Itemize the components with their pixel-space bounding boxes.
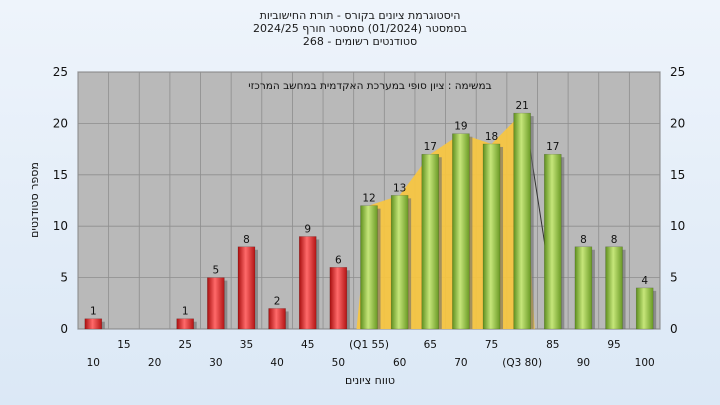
- x-tick-80: (Q3 80): [502, 357, 542, 369]
- bar-80: [513, 112, 531, 330]
- x-tick-15: 15: [117, 339, 130, 351]
- x-tick-25: 25: [179, 339, 192, 351]
- x-tick-65: 65: [424, 339, 437, 351]
- bar-55: [360, 205, 378, 330]
- value-label-10: 1: [90, 306, 97, 318]
- chart-subtitle: במשימה : ציון סופי במערכת האקדמית במחשב …: [248, 80, 491, 92]
- value-label-70: 19: [454, 121, 467, 133]
- value-label-25: 1: [182, 306, 189, 318]
- bar-45: [298, 236, 317, 330]
- bar-50: [329, 267, 348, 330]
- bar-30: [207, 277, 225, 330]
- value-label-85: 17: [546, 141, 559, 153]
- x-tick-95: 95: [607, 339, 620, 351]
- value-label-95: 8: [611, 234, 618, 246]
- bar-75: [482, 143, 501, 330]
- bar-40: [268, 308, 286, 330]
- title-line-2: בסמסטר (01/2024) סמסטר חורף 2024/25: [253, 22, 467, 35]
- y-tick-left-20: 20: [53, 116, 68, 130]
- value-label-65: 17: [424, 141, 437, 153]
- x-tick-75: 75: [485, 339, 498, 351]
- y-tick-right-10: 10: [670, 219, 685, 233]
- y-tick-right-0: 0: [670, 322, 678, 336]
- y-tick-left-25: 25: [53, 65, 68, 79]
- bar-90: [574, 246, 593, 330]
- y-tick-right-20: 20: [670, 116, 685, 130]
- bar-85: [544, 153, 562, 330]
- value-label-50: 6: [335, 254, 342, 266]
- y-tick-left-15: 15: [53, 168, 68, 182]
- x-tick-10: 10: [87, 357, 100, 369]
- value-label-80: 21: [515, 100, 528, 112]
- bar-70: [452, 133, 470, 330]
- bars: [84, 112, 657, 330]
- bar-10: [84, 318, 103, 330]
- title-line-3: סטודנטים רשומים - 268: [302, 35, 418, 48]
- y-tick-left-0: 0: [60, 322, 68, 336]
- y-tick-left-10: 10: [53, 219, 68, 233]
- bar-25: [176, 318, 194, 330]
- x-tick-45: 45: [301, 339, 314, 351]
- value-label-55: 12: [362, 193, 375, 205]
- x-tick-70: 70: [454, 357, 467, 369]
- x-tick-40: 40: [270, 357, 283, 369]
- value-label-90: 8: [580, 234, 587, 246]
- bar-65: [421, 153, 440, 330]
- bar-100: [635, 287, 654, 330]
- x-axis-label: טווח ציונים: [345, 374, 395, 387]
- y-tick-left-5: 5: [60, 271, 68, 285]
- x-tick-85: 85: [546, 339, 559, 351]
- y-tick-right-15: 15: [670, 168, 685, 182]
- x-tick-55: (Q1 55): [349, 339, 389, 351]
- value-label-40: 2: [274, 295, 281, 307]
- x-tick-90: 90: [577, 357, 590, 369]
- x-tick-50: 50: [332, 357, 345, 369]
- title-line-1: היסטוגרמת ציונים בקורס - תורת החישוביות: [259, 9, 461, 22]
- bar-95: [605, 246, 623, 330]
- bar-35: [237, 246, 256, 330]
- chart-title: היסטוגרמת ציונים בקורס - תורת החישוביות …: [0, 9, 720, 48]
- y-tick-right-5: 5: [670, 271, 678, 285]
- bar-60: [390, 195, 409, 330]
- x-tick-60: 60: [393, 357, 406, 369]
- x-tick-100: 100: [635, 357, 655, 369]
- value-label-60: 13: [393, 182, 406, 194]
- x-tick-20: 20: [148, 357, 161, 369]
- value-label-30: 5: [212, 265, 219, 277]
- value-label-75: 18: [485, 131, 498, 143]
- x-tick-35: 35: [240, 339, 253, 351]
- x-tick-30: 30: [209, 357, 222, 369]
- value-label-100: 4: [641, 275, 648, 287]
- value-label-35: 8: [243, 234, 250, 246]
- y-tick-right-25: 25: [670, 65, 685, 79]
- value-labels: 1 1 5 8 2 9 6 12 13 17 19 18 21 17 8 8 4: [90, 100, 648, 318]
- y-axis-label: מספר סטודנטים: [28, 162, 41, 238]
- value-label-45: 9: [304, 223, 311, 235]
